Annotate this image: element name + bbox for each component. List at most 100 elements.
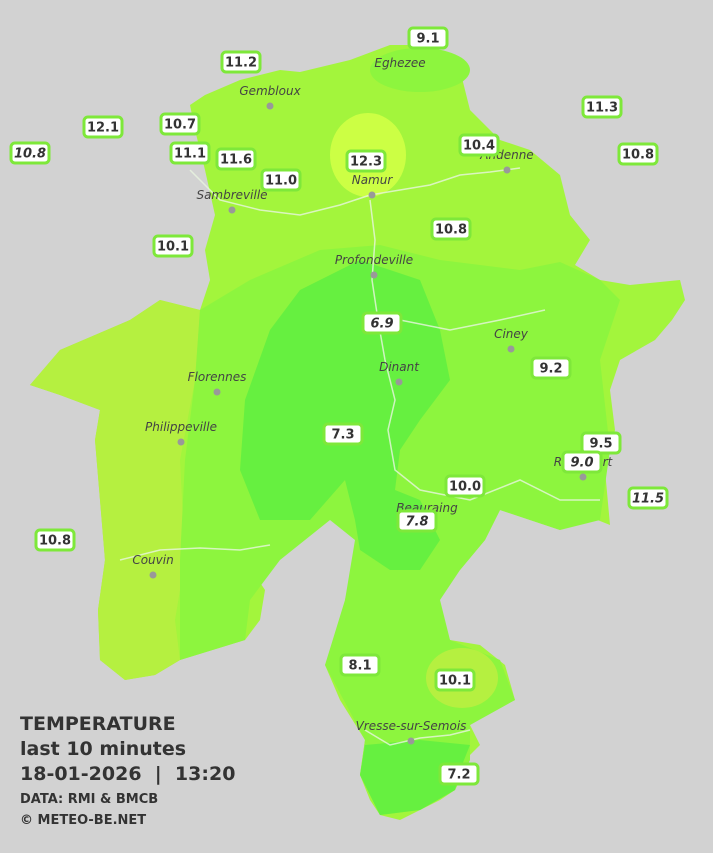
city-dot [228,206,236,214]
river [119,544,271,561]
station: 9.5 [580,431,622,455]
station-box [581,95,623,119]
river [399,309,546,331]
station: 11.2 [220,50,262,74]
city-name: Ciney [494,327,529,341]
legend-title: TEMPERATURE [20,713,176,735]
temperature-reading: 10.1 [157,240,189,255]
temperature-reading: 9.0 [570,456,593,471]
temperature-reading: 11.0 [265,174,297,189]
station-box [9,141,51,165]
legend-line: 18-01-2026 | 13:20 [20,763,235,785]
city-name: Namur [352,173,394,187]
temperature-reading: 8.1 [348,659,371,674]
city-dot [395,378,403,386]
station-box [627,486,669,510]
temperature-reading: 9.2 [539,362,562,377]
station: 10.1 [152,234,194,258]
station: 9.1 [407,26,449,50]
temperature-reading: 10.8 [622,148,654,163]
temperature-reading: 7.8 [405,515,428,530]
warm-west-zone [30,300,200,680]
station-box [617,142,659,166]
temperature-reading: 10.0 [449,480,481,495]
station: 10.4 [458,133,500,157]
river [369,199,600,501]
station: 6.9 [361,311,403,335]
temperature-reading: 10.4 [463,139,495,154]
station: 11.6 [215,147,257,171]
station: 11.0 [260,168,302,192]
station: 9.0 [561,450,603,474]
station-box [34,528,76,552]
station-box [430,217,472,241]
station: 11.3 [581,95,623,119]
station: 10.8 [430,217,472,241]
city-dot [266,102,274,110]
city-name: Florennes [188,370,247,384]
station-box [322,422,364,446]
city-dot [149,571,157,579]
station: 10.0 [444,474,486,498]
station-box [361,311,403,335]
temperature-reading: 11.3 [586,101,618,116]
station-box [407,26,449,50]
temperature-reading: 9.1 [416,32,439,47]
station-box [458,133,500,157]
station-box [530,356,572,380]
temperature-reading: 7.3 [331,428,354,443]
city-dot [213,388,221,396]
station-box [260,168,302,192]
temperature-reading: 7.2 [447,768,470,783]
station: 10.1 [434,668,476,692]
station: 12.1 [82,115,124,139]
river [364,729,471,746]
station-box [561,450,603,474]
station-box [159,112,201,136]
station: 8.1 [339,653,381,677]
city-dot [507,345,515,353]
city-name: Dinant [379,360,420,374]
cold-spot [370,48,470,92]
temperature-reading: 6.9 [370,317,393,332]
station: 11.5 [627,486,669,510]
station-box [438,762,480,786]
station-box [82,115,124,139]
city-dot [368,191,376,199]
credit: DATA: RMI & BMCB [20,792,158,807]
temperature-reading: 12.3 [350,155,382,170]
temperature-reading: 10.8 [14,147,46,162]
temperature-reading: 11.6 [220,153,252,168]
city-dot [503,166,511,174]
station-box [434,668,476,692]
station-box [339,653,381,677]
city-name: Sambreville [196,188,267,202]
temperature-reading: 9.5 [589,437,612,452]
station-box [345,149,387,173]
temperature-reading: 11.5 [632,492,664,507]
temperature-reading: 12.1 [87,121,119,136]
station: 10.7 [159,112,201,136]
city-dot [579,473,587,481]
temperature-reading: 11.2 [225,56,257,71]
station-box [396,509,438,533]
credit: © METEO-BE.NET [20,813,146,828]
station-box [215,147,257,171]
station: 7.3 [322,422,364,446]
city-name: Profondeville [335,253,413,267]
city-name: Gembloux [239,84,301,98]
station-box [152,234,194,258]
temperature-reading: 10.8 [435,223,467,238]
temperature-reading: 11.1 [174,147,206,162]
city-name: Vresse-sur-Semois [356,719,467,733]
city-name: Eghezee [374,56,425,70]
station: 9.2 [530,356,572,380]
station-box [169,141,211,165]
station-box [444,474,486,498]
city-name: Philippeville [145,420,217,434]
city-dot [407,737,415,745]
temperature-reading: 10.1 [439,674,471,689]
station: 12.3 [345,149,387,173]
legend-line: last 10 minutes [20,738,186,760]
temperature-reading: 10.7 [164,118,196,133]
